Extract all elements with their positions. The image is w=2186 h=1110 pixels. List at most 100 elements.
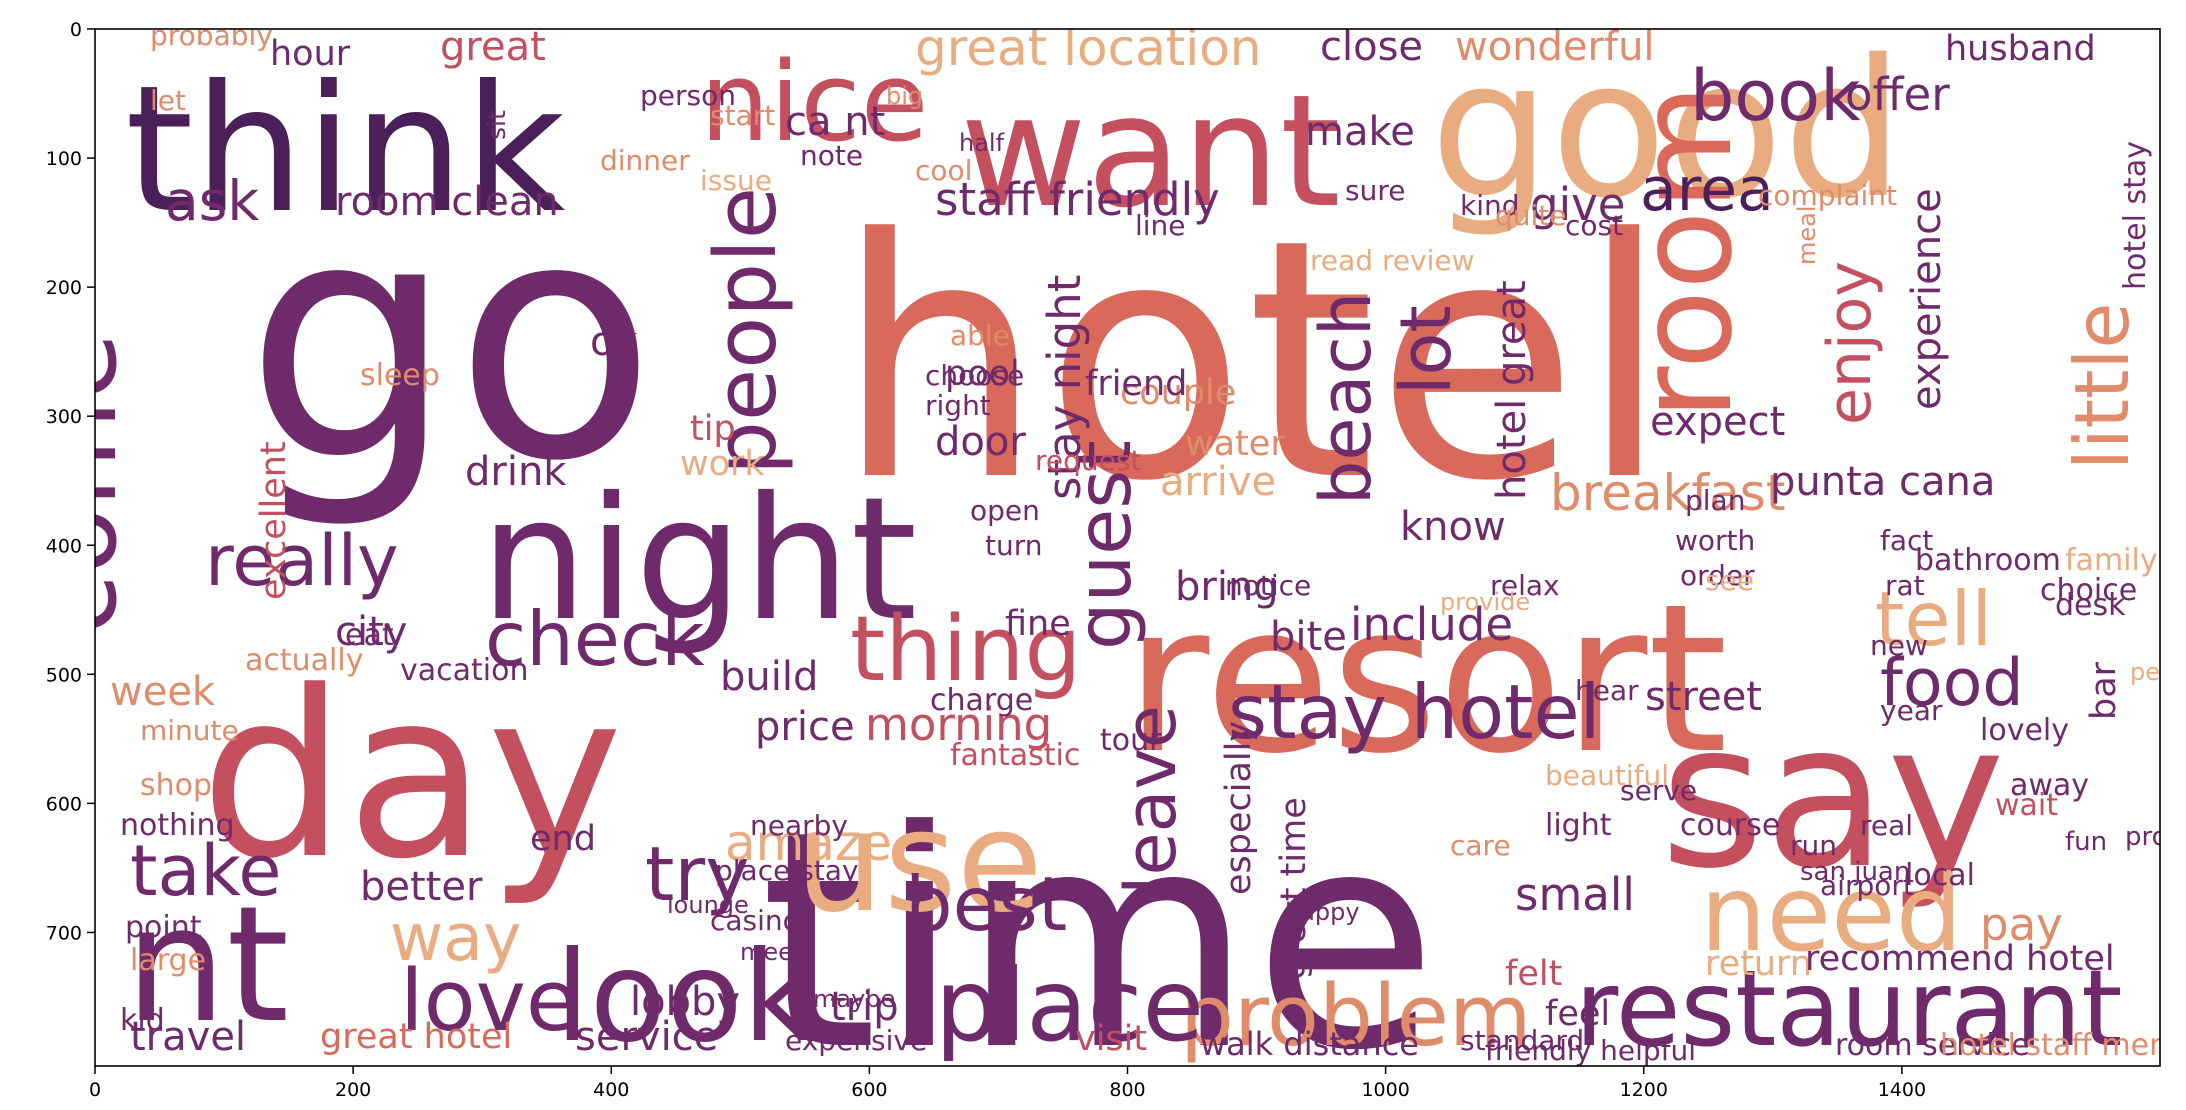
word: cost <box>1565 209 1623 242</box>
word: work <box>680 444 765 484</box>
word: turn <box>985 529 1043 562</box>
word: place <box>935 947 1204 1064</box>
word: airport <box>1820 869 1914 902</box>
word: look <box>555 925 816 1070</box>
word: perfect <box>2130 658 2186 686</box>
word: lounge <box>667 891 749 919</box>
x-tick-label: 800 <box>1109 1079 1145 1101</box>
word: let <box>150 84 186 117</box>
word: door <box>935 419 1026 465</box>
word: people <box>697 187 796 475</box>
x-tick-label: 1200 <box>1620 1079 1668 1101</box>
word: care <box>1450 829 1511 862</box>
word: price <box>755 704 855 750</box>
word: better <box>360 864 483 910</box>
x-tick-label: 0 <box>89 1079 101 1101</box>
word: beach <box>1305 292 1387 505</box>
word: nothing <box>120 808 235 843</box>
word: ask <box>165 169 259 233</box>
word: service <box>575 1014 718 1060</box>
word: notice <box>1225 569 1311 602</box>
word: actually <box>245 643 363 678</box>
word: go <box>245 149 656 533</box>
word: minute <box>140 714 239 747</box>
word: choice <box>2040 573 2137 608</box>
word: light <box>1545 808 1612 843</box>
word: relax <box>1490 569 1560 602</box>
word: felt <box>1505 954 1562 994</box>
word: room service <box>1835 1028 2030 1063</box>
y-tick-label: 200 <box>46 277 82 299</box>
word: eat <box>345 618 394 653</box>
y-tick-label: 0 <box>70 19 82 41</box>
x-tick-label: 200 <box>335 1079 371 1101</box>
word: really <box>205 520 399 602</box>
word: person <box>640 79 736 112</box>
word: restaurant <box>1575 948 2122 1070</box>
x-tick-label: 600 <box>851 1079 887 1101</box>
word: ca nt <box>785 99 885 145</box>
word: offer <box>1845 68 1950 121</box>
word: large <box>130 943 206 978</box>
word: come <box>13 332 141 635</box>
word: point <box>125 910 202 945</box>
word: give <box>1530 178 1625 231</box>
word: morning <box>865 698 1052 751</box>
word: couple <box>1120 373 1236 413</box>
word: request <box>1035 444 1141 477</box>
word: bring <box>1175 564 1279 610</box>
word: include <box>1350 598 1513 651</box>
word: tour <box>1100 723 1162 758</box>
word: note <box>800 139 863 172</box>
word: travel <box>130 1014 246 1060</box>
word: walk distance <box>1200 1025 1419 1063</box>
word: new <box>1870 629 1928 662</box>
word: fun <box>2065 827 2107 857</box>
word: charge <box>930 683 1033 718</box>
word: big <box>886 82 923 110</box>
y-tick-label: 700 <box>46 922 82 944</box>
word: sit <box>482 110 511 140</box>
word: arrive <box>1160 459 1276 505</box>
x-axis: 0 200 400 600 800 1000 1200 1400 <box>89 1066 1926 1101</box>
word: great location <box>915 19 1261 77</box>
word: hotel <box>835 169 1670 553</box>
word: room clean <box>335 179 559 225</box>
word: kind <box>1460 189 1520 222</box>
x-tick-label: 1000 <box>1361 1079 1409 1101</box>
word: thing <box>850 597 1082 702</box>
word: year <box>1880 694 1943 727</box>
word: best <box>905 860 1067 948</box>
word: beautiful <box>1545 759 1669 792</box>
word: run <box>1790 829 1837 862</box>
word: recommend hotel <box>1805 939 2115 979</box>
word: nice <box>700 38 928 166</box>
word: bar <box>2084 661 2124 720</box>
word: lobby <box>630 979 740 1025</box>
word: provide <box>1440 588 1530 616</box>
x-tick-label: 1400 <box>1878 1079 1926 1101</box>
word: area <box>1640 155 1774 225</box>
word: start <box>710 99 775 132</box>
word: bite <box>1270 614 1347 660</box>
word: read review <box>1310 244 1475 277</box>
word: amaze <box>725 814 892 872</box>
word: hear <box>1575 674 1639 707</box>
word: meal <box>1793 205 1821 265</box>
word: want <box>960 61 1341 242</box>
word: excellent <box>254 441 294 600</box>
word: able <box>950 319 1010 352</box>
word: drink <box>465 449 567 495</box>
word: especially <box>1219 721 1259 895</box>
word: try <box>645 830 750 918</box>
word: build <box>720 654 818 700</box>
word: expensive <box>785 1024 927 1057</box>
word: tell <box>1875 575 1992 663</box>
word: expect <box>1650 399 1785 445</box>
word: city <box>335 609 407 655</box>
word: half <box>959 129 1005 157</box>
word: make <box>1305 109 1415 155</box>
word: experience <box>1904 188 1950 410</box>
word: sure <box>1345 174 1405 207</box>
